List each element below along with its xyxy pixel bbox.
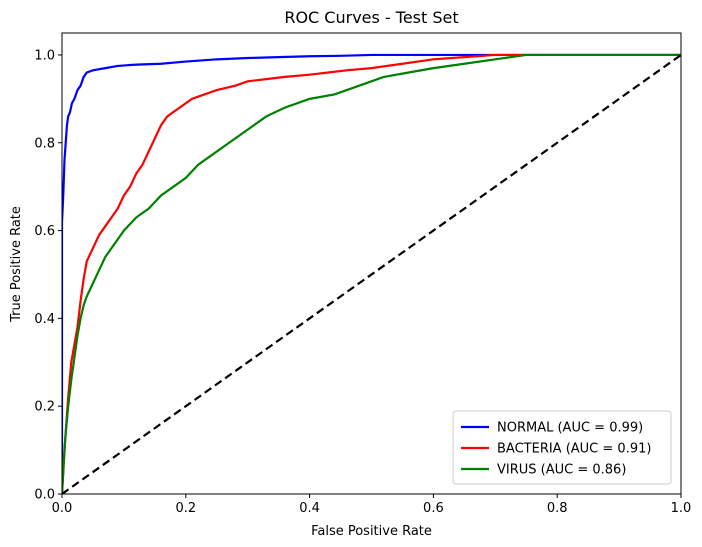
series-line-0 xyxy=(62,53,681,494)
y-tick-label: 0.8 xyxy=(34,136,55,151)
y-tick-label: 1.0 xyxy=(34,48,55,63)
y-tick-label: 0.0 xyxy=(34,488,55,503)
plot-frame xyxy=(61,32,682,495)
legend: NORMAL (AUC = 0.99) BACTERIA (AUC = 0.91)… xyxy=(452,410,672,485)
x-tick-label: 0.0 xyxy=(52,501,73,516)
y-axis-label: True Positive Rate xyxy=(9,206,24,323)
x-tick-label: 0.8 xyxy=(547,501,568,516)
legend-entry: NORMAL (AUC = 0.99) xyxy=(497,421,643,436)
x-tick-label: 0.2 xyxy=(175,501,196,516)
plot-area xyxy=(61,32,682,495)
x-tick-label: 0.4 xyxy=(299,501,320,516)
y-tick-label: 0.6 xyxy=(34,224,55,239)
legend-entry: BACTERIA (AUC = 0.91) xyxy=(497,442,651,457)
series-line-2 xyxy=(62,53,681,494)
y-axis: 0.0 0.2 0.4 0.6 0.8 1.0 xyxy=(34,48,62,503)
x-tick-label: 1.0 xyxy=(671,501,692,516)
chart-title: ROC Curves - Test Set xyxy=(284,8,458,27)
x-tick-label: 0.6 xyxy=(423,501,444,516)
y-tick-label: 0.4 xyxy=(34,312,55,327)
chance-line xyxy=(62,54,681,494)
x-axis: 0.0 0.2 0.4 0.6 0.8 1.0 xyxy=(52,494,692,516)
x-axis-label: False Positive Rate xyxy=(311,524,432,539)
series-line-1 xyxy=(62,53,681,494)
legend-entry: VIRUS (AUC = 0.86) xyxy=(497,463,626,478)
legend-box xyxy=(452,410,672,485)
y-tick-label: 0.2 xyxy=(34,400,55,415)
